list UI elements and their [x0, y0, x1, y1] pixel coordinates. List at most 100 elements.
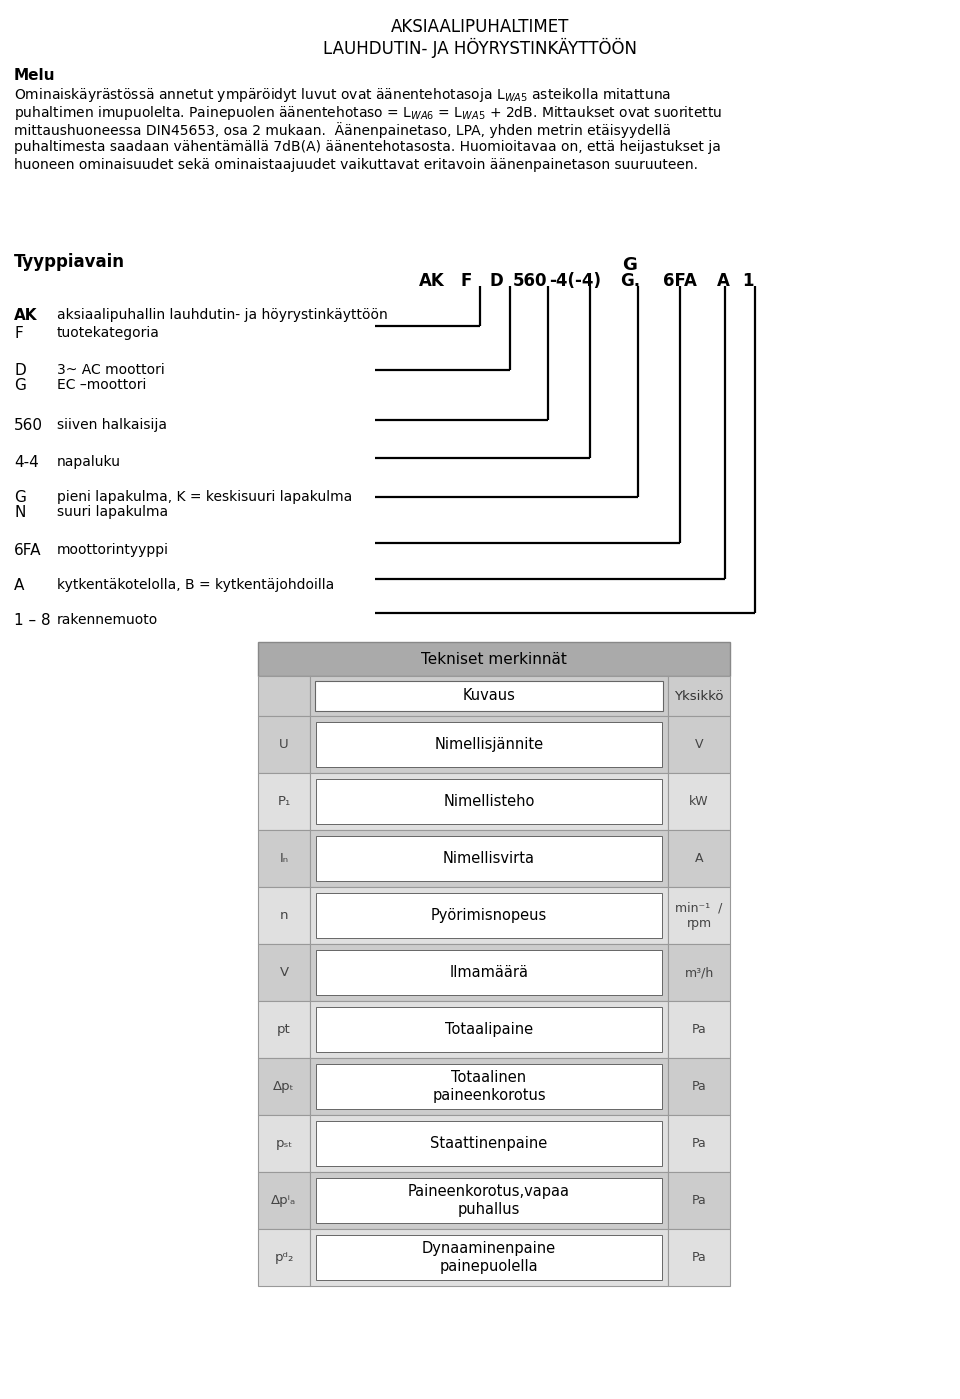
- Text: Tekniset merkinnät: Tekniset merkinnät: [421, 652, 567, 666]
- Bar: [668, 676, 730, 716]
- Text: Totaalipaine: Totaalipaine: [444, 1023, 533, 1037]
- Text: F: F: [14, 326, 23, 341]
- Text: A: A: [695, 852, 704, 865]
- Text: Tyyppiavain: Tyyppiavain: [14, 253, 125, 271]
- Bar: [316, 1007, 662, 1052]
- Text: pᵈ₂: pᵈ₂: [275, 1251, 294, 1265]
- Text: D: D: [490, 271, 503, 290]
- Text: puhaltimen imupuolelta. Painepuolen äänentehotaso = L$_{WA6}$ = L$_{WA5}$ + 2dB.: puhaltimen imupuolelta. Painepuolen ääne…: [14, 104, 722, 122]
- Text: V: V: [695, 739, 704, 751]
- Text: moottorintyyppi: moottorintyyppi: [57, 543, 169, 557]
- Text: aksiaalipuhallin lauhdutin- ja höyrystinkäyttöön: aksiaalipuhallin lauhdutin- ja höyrystin…: [57, 308, 388, 322]
- Text: 560: 560: [513, 271, 547, 290]
- Text: N: N: [14, 505, 25, 520]
- Bar: [310, 774, 668, 830]
- Text: pieni lapakulma, K = keskisuuri lapakulma: pieni lapakulma, K = keskisuuri lapakulm…: [57, 490, 352, 504]
- Bar: [310, 830, 668, 887]
- Text: Pa: Pa: [691, 1251, 707, 1265]
- Text: D: D: [14, 362, 26, 378]
- Bar: [310, 944, 668, 1002]
- Bar: [310, 1228, 668, 1286]
- Text: Totaalinen
paineenkorotus: Totaalinen paineenkorotus: [432, 1070, 546, 1102]
- Text: P₁: P₁: [277, 795, 291, 809]
- Bar: [258, 1058, 310, 1115]
- Text: -4(-4): -4(-4): [549, 271, 601, 290]
- Text: suuri lapakulma: suuri lapakulma: [57, 505, 168, 519]
- Text: Staattinenpaine: Staattinenpaine: [430, 1136, 547, 1151]
- Text: G.: G.: [620, 271, 640, 290]
- Text: Pa: Pa: [691, 1023, 707, 1037]
- Bar: [315, 681, 663, 711]
- Bar: [316, 779, 662, 824]
- Text: Yksikkö: Yksikkö: [674, 690, 724, 702]
- Bar: [316, 722, 662, 767]
- Text: A: A: [14, 578, 24, 593]
- Text: Δpₜ: Δpₜ: [274, 1080, 295, 1093]
- Bar: [310, 1172, 668, 1228]
- Text: kytkentäkotelolla, B = kytkentäjohdoilla: kytkentäkotelolla, B = kytkentäjohdoilla: [57, 578, 334, 592]
- Bar: [668, 944, 730, 1002]
- Bar: [310, 716, 668, 774]
- Text: 3~ AC moottori: 3~ AC moottori: [57, 362, 165, 376]
- Text: AK: AK: [14, 308, 37, 323]
- Text: huoneen ominaisuudet sekä ominaistaajuudet vaikuttavat eritavoin äänenpainetason: huoneen ominaisuudet sekä ominaistaajuud…: [14, 158, 698, 172]
- Bar: [258, 716, 310, 774]
- Text: Ilmamäärä: Ilmamäärä: [449, 965, 529, 981]
- Text: napaluku: napaluku: [57, 455, 121, 469]
- Text: 1 – 8: 1 – 8: [14, 613, 51, 628]
- Text: n: n: [279, 909, 288, 922]
- Bar: [310, 887, 668, 944]
- Text: Pa: Pa: [691, 1080, 707, 1093]
- Text: rakennemuoto: rakennemuoto: [57, 613, 158, 627]
- Text: Paineenkorotus,vapaa
puhallus: Paineenkorotus,vapaa puhallus: [408, 1185, 570, 1217]
- Text: min⁻¹  /
rpm: min⁻¹ / rpm: [675, 901, 723, 929]
- Text: 4-4: 4-4: [14, 455, 38, 470]
- Bar: [258, 642, 730, 676]
- Text: Iₙ: Iₙ: [279, 852, 289, 865]
- Text: m³/h: m³/h: [684, 965, 713, 979]
- Bar: [310, 676, 668, 716]
- Text: 1: 1: [742, 271, 754, 290]
- Bar: [258, 1228, 310, 1286]
- Bar: [668, 830, 730, 887]
- Text: Δpⁱₐ: Δpⁱₐ: [272, 1193, 297, 1207]
- Bar: [316, 1121, 662, 1165]
- Bar: [668, 716, 730, 774]
- Text: Nimellisteho: Nimellisteho: [444, 795, 535, 809]
- Text: U: U: [279, 739, 289, 751]
- Bar: [258, 830, 310, 887]
- Bar: [316, 1235, 662, 1280]
- Text: EC –moottori: EC –moottori: [57, 378, 146, 392]
- Text: AKSIAALIPUHALTIMET: AKSIAALIPUHALTIMET: [391, 18, 569, 36]
- Bar: [258, 1115, 310, 1172]
- Bar: [310, 1002, 668, 1058]
- Text: G: G: [623, 256, 637, 274]
- Text: kW: kW: [689, 795, 708, 809]
- Bar: [316, 893, 662, 937]
- Bar: [668, 774, 730, 830]
- Text: 6FA: 6FA: [663, 271, 697, 290]
- Bar: [258, 944, 310, 1002]
- Text: Ominaiskäyrästössä annetut ympäröidyt luvut ovat äänentehotasoja L$_{WA5}$ astei: Ominaiskäyrästössä annetut ympäröidyt lu…: [14, 85, 671, 104]
- Text: siiven halkaisija: siiven halkaisija: [57, 418, 167, 432]
- Bar: [668, 1058, 730, 1115]
- Text: V: V: [279, 965, 289, 979]
- Text: G: G: [14, 490, 26, 505]
- Text: tuotekategoria: tuotekategoria: [57, 326, 160, 340]
- Bar: [316, 1178, 662, 1223]
- Text: LAUHDUTIN- JA HÖYRYSTINKÄYTTÖÖN: LAUHDUTIN- JA HÖYRYSTINKÄYTTÖÖN: [323, 38, 637, 59]
- Text: Kuvaus: Kuvaus: [463, 688, 516, 704]
- Bar: [310, 1058, 668, 1115]
- Text: 6FA: 6FA: [14, 543, 41, 558]
- Text: Dynaaminenpaine
painepuolella: Dynaaminenpaine painepuolella: [422, 1241, 556, 1273]
- Text: puhaltimesta saadaan vähentämällä 7dB(A) äänentehotasosta. Huomioitavaa on, että: puhaltimesta saadaan vähentämällä 7dB(A)…: [14, 140, 721, 154]
- Bar: [258, 887, 310, 944]
- Bar: [316, 1065, 662, 1109]
- Text: 560: 560: [14, 418, 43, 434]
- Bar: [258, 774, 310, 830]
- Text: mittaushuoneessa DIN45653, osa 2 mukaan.  Äänenpainetaso, LPA, yhden metrin etäi: mittaushuoneessa DIN45653, osa 2 mukaan.…: [14, 122, 671, 139]
- Text: Nimellisjännite: Nimellisjännite: [435, 737, 543, 753]
- Bar: [668, 1115, 730, 1172]
- Bar: [316, 837, 662, 881]
- Bar: [258, 1172, 310, 1228]
